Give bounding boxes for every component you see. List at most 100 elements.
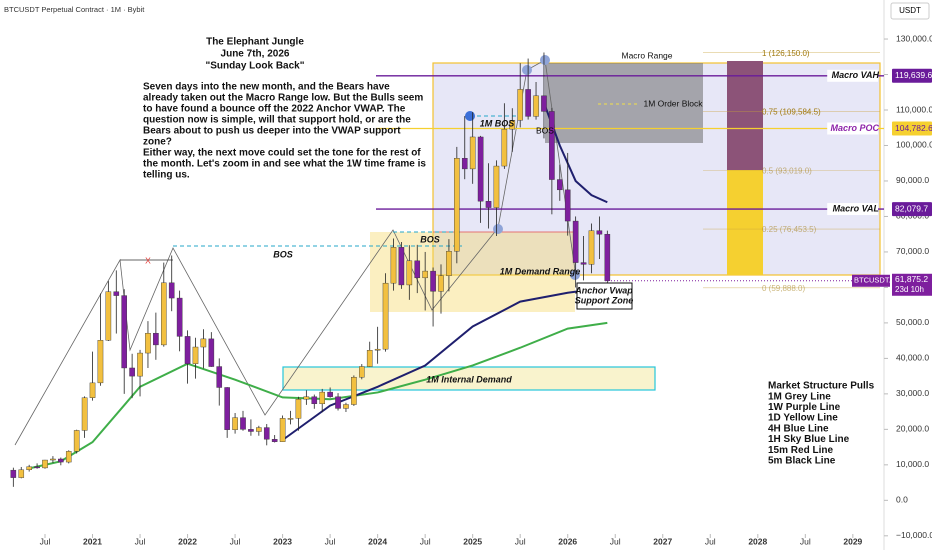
y-tick-label: 50,000.0 [896, 317, 929, 327]
candle-body [192, 346, 199, 364]
fib-label: 0 (59,888.0) [762, 284, 805, 293]
candle-body [430, 270, 436, 292]
bos-label: BOS [273, 249, 293, 259]
x-tick-label: 2025 [463, 536, 482, 546]
candle-body [557, 179, 563, 191]
legend-line: 1H Sky Blue Line [768, 434, 850, 445]
note-title: "Sunday Look Back" [206, 61, 305, 72]
candle-body [525, 89, 531, 117]
candle-body [501, 128, 508, 167]
level-name: Macro VAH [832, 70, 880, 80]
x-tick-label: Jul [230, 536, 241, 546]
note-title: June 7th, 2026 [221, 49, 290, 60]
candle-body [588, 230, 595, 265]
candle-body [184, 336, 191, 364]
price-tag-label: 82,079.7 [895, 203, 928, 213]
pivot [570, 270, 580, 280]
y-tick-label: 110,000.0 [896, 104, 932, 114]
fib-label: 0.25 (76,453.5) [762, 225, 817, 234]
candle-body [10, 469, 17, 478]
zone-label: Macro Range [621, 50, 672, 60]
note-line: Seven days into the new month, and the B… [143, 82, 390, 93]
candle-body [604, 233, 611, 281]
note-line: zone? [143, 137, 172, 148]
candle-body [121, 295, 127, 369]
vwap-box [576, 282, 633, 310]
candle-body [517, 89, 523, 121]
candle-body [73, 430, 80, 452]
level-name: Macro POC [830, 123, 879, 133]
vp-upper [727, 61, 763, 170]
candle-body [58, 458, 64, 463]
fib-label: 0.75 (109,584.5) [762, 108, 821, 117]
candle-body [446, 251, 452, 276]
y-tick-label: 0.0 [896, 495, 908, 505]
y-tick-label: 70,000.0 [896, 246, 929, 256]
y-tick-label: 100,000.0 [896, 140, 932, 150]
candle-body [113, 291, 120, 296]
candle-body [398, 247, 405, 286]
candle-body [343, 404, 349, 409]
price-tag [892, 202, 932, 217]
candle-body [580, 262, 587, 265]
candle-body [271, 439, 278, 442]
candle-body [26, 466, 32, 471]
candle-body [34, 466, 40, 469]
bos-label: BOS [536, 125, 554, 135]
x-tick-label: 2021 [83, 536, 102, 546]
candle-body [287, 418, 294, 420]
candle-body [216, 366, 223, 388]
candle-body [65, 451, 72, 463]
legend-line: 1M Grey Line [768, 391, 831, 402]
last-price-bg [892, 273, 932, 296]
candle-body [248, 429, 254, 432]
level-label-bg [827, 122, 878, 135]
candle-body [263, 427, 270, 440]
pivot [540, 55, 550, 65]
candle-body [477, 136, 484, 202]
candle-body [129, 367, 135, 377]
x-tick-label: 2022 [178, 536, 197, 546]
y-tick-label: 90,000.0 [896, 175, 929, 185]
note-line: Bears about to push us deeper into the V… [143, 126, 401, 137]
zone-label: 1M Demand Range [500, 266, 581, 276]
candle-body [438, 275, 444, 292]
y-tick-label: 130,000.0 [896, 33, 932, 43]
legend-line: 5m Black Line [768, 456, 836, 467]
x-tick-label: 2023 [273, 536, 292, 546]
candle-body [327, 391, 333, 397]
zone-label: 1M Order Block [643, 98, 703, 108]
x-tick-label: 2029 [843, 536, 862, 546]
candle-body [469, 136, 476, 170]
pivot [493, 224, 503, 234]
legend-line: Market Structure Pulls [768, 381, 875, 392]
x-tick-label: 2024 [368, 536, 387, 546]
candle-body [18, 469, 25, 478]
zone-label: Support Zone [575, 295, 634, 305]
x-tick-label: 2028 [748, 536, 767, 546]
note-line: question now is simple, will that suppor… [143, 115, 411, 126]
x-tick-label: Jul [135, 536, 146, 546]
zone-label: Anchor Vwap [574, 285, 633, 295]
candle-body [303, 396, 310, 400]
candle-body [153, 332, 159, 346]
y-tick-label: 10,000.0 [896, 459, 929, 469]
price-tag [892, 68, 932, 83]
vp-lower [727, 170, 763, 275]
candle-body [279, 418, 286, 442]
candle-body [240, 417, 246, 430]
plot: 1 (126,150.0) 0.75 (109,584.5) 0.5 (93,019… [10, 49, 884, 487]
currency-box[interactable] [890, 2, 930, 20]
annotations: Macro Range 1M Order Block 1M Demand Ran… [145, 50, 703, 384]
note-line: to have found a bounce off the 2022 Anch… [143, 104, 406, 115]
candle-body [311, 396, 318, 405]
candle-body [454, 158, 460, 252]
bos-label: 1M BOS [480, 118, 515, 128]
candle-body [461, 158, 468, 170]
candle-body [160, 282, 167, 346]
candle-body [97, 340, 104, 384]
x-tick-label: Jul [610, 536, 621, 546]
candle-body [564, 189, 571, 222]
candle-body [382, 282, 389, 350]
pivot [522, 65, 532, 75]
